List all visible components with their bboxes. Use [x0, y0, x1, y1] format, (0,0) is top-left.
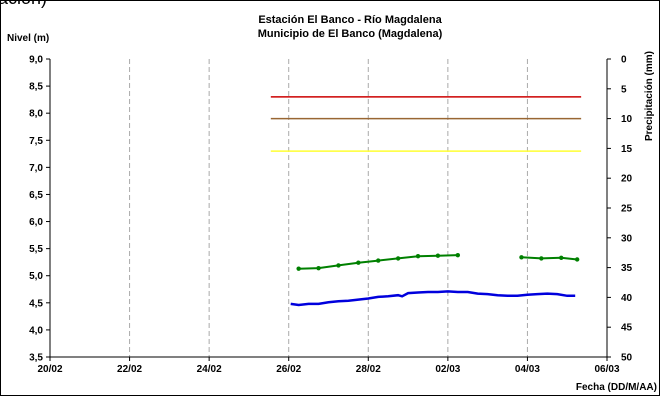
y2-tick-label: 35: [621, 263, 633, 274]
y-tick-label: 6,5: [29, 190, 43, 201]
chart-title: Estación El Banco - Río Magdalena: [258, 14, 442, 26]
series-point-green: [539, 256, 544, 261]
y2-tick-label: 10: [621, 114, 633, 125]
series-point-green: [435, 253, 441, 258]
x-tick-label: 20/02: [37, 364, 62, 375]
y-tick-label: 8,5: [29, 82, 43, 93]
y-tick-label: 5,0: [29, 271, 43, 282]
x-tick-label: 04/03: [515, 364, 540, 375]
y2-axis-label: Precipitación (mm): [644, 51, 655, 141]
y-tick-label: 7,5: [29, 136, 43, 147]
series-point-green: [559, 255, 564, 261]
series-point-green: [376, 258, 381, 263]
y-tick-label: 6,0: [29, 217, 43, 228]
series-point-green: [519, 255, 524, 260]
y-tick-label: 8,0: [29, 109, 43, 120]
series-point-green: [574, 257, 580, 262]
x-tick-label: 26/02: [276, 364, 301, 375]
y-tick-label: 5,5: [29, 244, 43, 255]
y2-tick-label: 30: [621, 233, 633, 244]
series-point-green: [356, 260, 361, 265]
series-point-green: [455, 252, 461, 258]
x-tick-label: 24/02: [197, 364, 222, 375]
chart-subtitle: Municipio de El Banco (Magdalena): [258, 28, 443, 40]
y2-tick-label: 25: [621, 204, 633, 215]
series-line-green: [521, 256, 578, 261]
y2-tick-label: 40: [621, 293, 633, 304]
x-tick-label: 22/02: [117, 364, 142, 375]
series-point-green: [415, 254, 421, 259]
x-tick-label: 28/02: [356, 364, 381, 375]
y-tick-label: 4,5: [29, 298, 43, 309]
y-tick-label: 7,0: [29, 163, 43, 174]
y2-tick-label: 50: [621, 353, 633, 364]
x-tick-label: 06/03: [594, 364, 619, 375]
y-tick-label: 4,0: [29, 325, 43, 336]
y-tick-label: 9,0: [29, 55, 43, 66]
x-tick-label: 02/03: [435, 364, 460, 375]
plot-area: [50, 59, 607, 357]
y2-tick-label: 45: [621, 323, 633, 334]
y2-tick-label: 15: [621, 144, 633, 155]
y-tick-label: 3,5: [29, 353, 43, 364]
y2-tick-label: 5: [621, 84, 627, 95]
series-line-blue: [290, 290, 576, 307]
y2-tick-label: 20: [621, 174, 633, 185]
series-point-green: [336, 263, 341, 268]
series-point-green: [296, 266, 301, 271]
y-axis-label: Nivel (m): [7, 33, 49, 44]
series-point-green: [316, 265, 321, 271]
series-point-green: [395, 256, 401, 261]
x-axis-label: Fecha (DD/M/AA): [576, 382, 657, 393]
cropped-heading-fragment: ación): [0, 0, 47, 9]
y2-tick-label: 0: [621, 55, 627, 66]
